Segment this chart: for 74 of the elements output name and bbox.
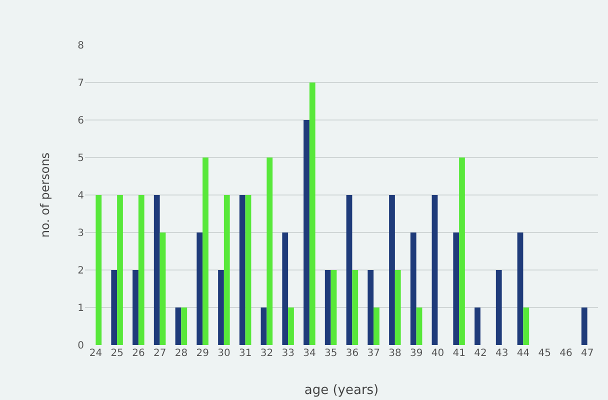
y-tick-label: 5 [78,153,84,164]
bar [432,195,438,345]
bar [330,270,337,345]
y-tick-label: 8 [78,40,84,52]
x-tick-label: 38 [388,348,402,359]
bar [260,308,267,345]
bar [154,195,160,345]
bar [416,308,422,345]
x-tick-label: 45 [538,348,551,359]
bar [324,270,331,345]
bar [304,120,310,345]
bar [224,195,230,345]
x-tick-label: 39 [410,348,423,359]
x-tick-label: 24 [89,348,102,359]
x-tick-label: 27 [153,348,166,359]
x-tick-label: 43 [495,348,508,359]
x-tick-label: 28 [174,348,188,359]
x-tick-label: 40 [431,348,444,359]
bar [453,232,460,345]
bar [181,308,188,345]
x-tick-label: 47 [580,348,594,359]
x-tick-label: 25 [110,348,124,359]
bar [459,158,465,345]
bar [346,195,352,345]
x-tick-label: 26 [132,348,145,359]
y-tick-label: 1 [78,303,84,314]
bar [368,270,374,345]
bar [394,270,401,345]
bar [282,232,288,345]
y-tick-label: 2 [78,266,84,276]
bar [202,158,208,345]
bar [474,308,480,345]
bar [352,270,358,345]
x-tick-label: 41 [452,348,466,359]
y-tick-label: 6 [78,116,84,126]
x-tick-label: 30 [218,348,230,359]
bar [581,308,588,345]
y-tick-label: 7 [78,78,84,89]
y-axis-title: no. of persons [38,152,52,238]
bar [132,270,138,345]
x-tick-label: 42 [474,348,487,359]
x-tick-label: 46 [560,348,572,359]
bar [309,82,316,345]
x-tick-label: 29 [196,348,209,359]
bar [496,270,502,345]
x-axis-title: age (years) [304,383,379,398]
bar [410,232,416,345]
bar [138,195,144,345]
bar [160,232,166,345]
x-tick-label: 31 [238,348,252,359]
bar [175,308,182,345]
bar [266,158,273,345]
x-tick-label: 44 [516,348,530,359]
bar [196,232,203,345]
y-tick-label: 4 [78,190,84,202]
bar [389,195,395,345]
x-tick-label: 34 [303,348,316,359]
bar [218,270,224,345]
bar [523,308,530,345]
x-tick-label: 36 [346,348,359,359]
x-tick-label: 32 [260,348,274,359]
x-tick-label: 37 [367,348,380,359]
y-tick-label: 3 [78,228,84,239]
bar [374,308,380,345]
x-tick-label: 35 [324,348,338,359]
bar [111,270,118,345]
bar [117,195,123,345]
bar [96,195,102,345]
bar [288,308,294,345]
x-tick-label: 33 [282,348,294,359]
y-tick-label: 0 [78,340,84,352]
bar [239,195,246,345]
bar [245,195,252,345]
bar [517,232,524,345]
